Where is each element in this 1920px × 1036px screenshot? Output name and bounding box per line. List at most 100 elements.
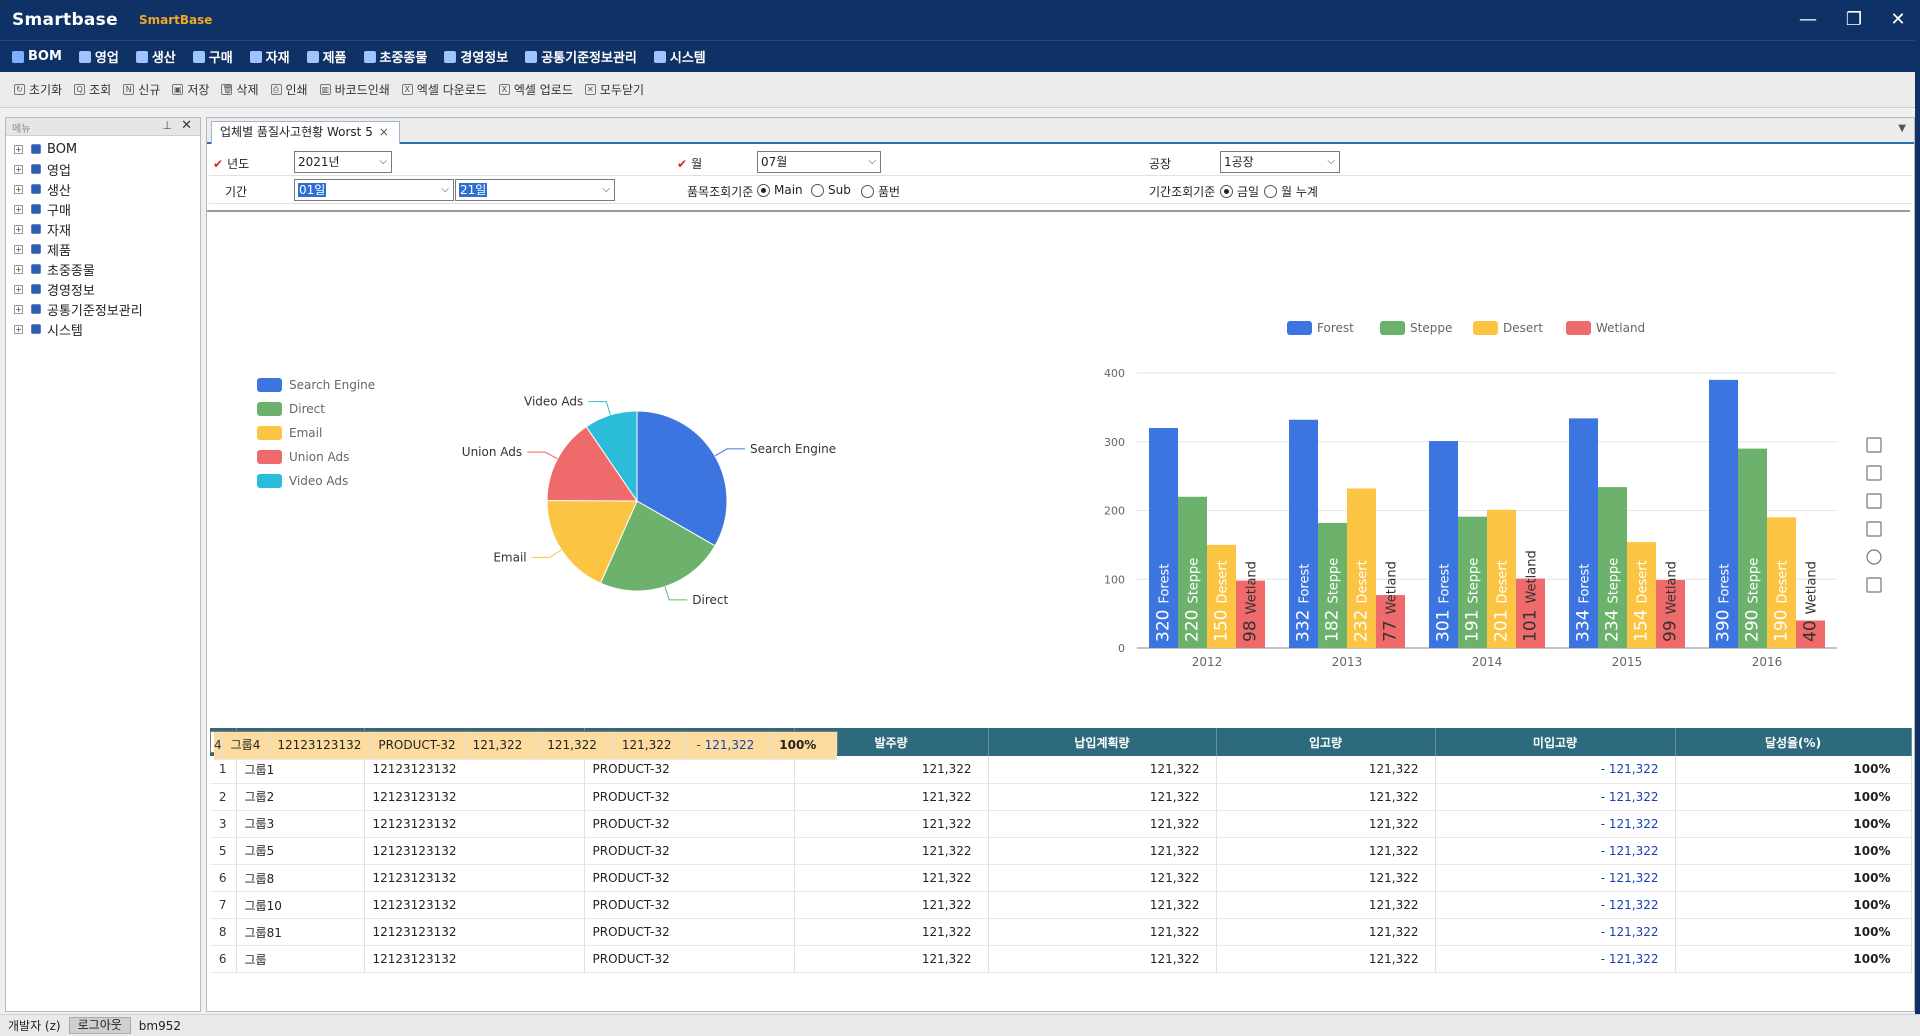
expand-icon[interactable]: +: [14, 324, 23, 334]
tab-quality-worst5[interactable]: 업체별 품질사고현황 Worst 5 ×: [211, 121, 400, 144]
pie-slice[interactable]: [636, 410, 728, 547]
tree-item[interactable]: + 공통기준정보관리: [6, 299, 200, 319]
tab-close-icon[interactable]: ×: [378, 125, 389, 139]
radio-circle[interactable]: [1264, 185, 1277, 198]
save-button[interactable]: ▣ 저장: [172, 81, 209, 98]
pie-slice[interactable]: [599, 500, 716, 592]
year-select[interactable]: 2021년 ⌵: [294, 151, 392, 173]
close-window-button[interactable]: ✕: [1890, 9, 1906, 30]
menu-pie[interactable]: 초중종물: [363, 47, 427, 66]
tree-item[interactable]: + 초중종물: [6, 259, 200, 279]
tab-list-dropdown-icon[interactable]: ▼: [1898, 123, 1906, 134]
table-row[interactable]: 7 그룹10 12123123132 PRODUCT-32 121,322 121,322…: [210, 891, 1912, 919]
bar[interactable]: [1149, 428, 1178, 648]
excel-download-button[interactable]: X 엑셀 다운로드: [401, 81, 487, 98]
table-row[interactable]: 4 그룹4 12123123132 PRODUCT-32 121,322 121,322 1…: [210, 731, 839, 760]
radio-circle[interactable]: [811, 183, 824, 197]
expand-icon[interactable]: +: [14, 284, 23, 294]
barcode-button[interactable]: ▥ 바코드인쇄: [319, 81, 390, 98]
search-button[interactable]: Q 조회: [74, 81, 111, 98]
excel-upload-button[interactable]: X 엑셀 업로드: [498, 81, 573, 98]
table-row[interactable]: 3 그룹3 12123123132 PRODUCT-32 121,322 121,322 1…: [210, 810, 1912, 838]
menu-calendar[interactable]: 경영정보: [444, 47, 508, 66]
tree-item[interactable]: + 제품: [6, 239, 200, 259]
menu-bom[interactable]: BOM: [12, 49, 62, 64]
legend-label[interactable]: Wetland: [1596, 321, 1645, 335]
bar[interactable]: [1738, 448, 1767, 648]
column-header[interactable]: 입고량: [1216, 728, 1436, 756]
tree-item[interactable]: + 생산: [6, 179, 200, 199]
expand-icon[interactable]: +: [14, 224, 23, 234]
legend-swatch[interactable]: [1287, 321, 1312, 335]
tree-item[interactable]: + 자재: [6, 219, 200, 239]
expand-icon[interactable]: +: [14, 204, 23, 214]
period-basis-radio[interactable]: 금일: [1220, 183, 1259, 200]
radio-circle[interactable]: [861, 185, 874, 198]
bar-chart-icon[interactable]: [1866, 493, 1882, 509]
legend-label[interactable]: Forest: [1317, 321, 1354, 335]
column-header[interactable]: 미입고량: [1435, 728, 1676, 756]
restore-icon[interactable]: [1866, 549, 1882, 565]
tree-item[interactable]: + 시스템: [6, 319, 200, 339]
legend-swatch[interactable]: [257, 378, 282, 392]
radio-circle[interactable]: [757, 183, 770, 197]
menu-monitor[interactable]: 시스템: [653, 47, 706, 66]
print-button[interactable]: ⎙ 인쇄: [270, 81, 308, 98]
radio-circle[interactable]: [1220, 185, 1233, 198]
maximize-button[interactable]: ❐: [1845, 9, 1863, 30]
bar[interactable]: [1347, 488, 1376, 649]
bar[interactable]: [1318, 522, 1347, 648]
tree-item[interactable]: + 경영정보: [6, 279, 200, 299]
legend-swatch[interactable]: [257, 474, 282, 488]
minimize-button[interactable]: —: [1799, 9, 1817, 30]
item-basis-radio[interactable]: Main: [757, 183, 803, 197]
pin-icon[interactable]: ⊥: [162, 119, 172, 132]
tree-item[interactable]: + 구매: [6, 199, 200, 219]
expand-icon[interactable]: +: [14, 264, 23, 274]
bar[interactable]: [1289, 419, 1318, 648]
menu-document[interactable]: 자재: [249, 47, 290, 66]
table-row[interactable]: 5 그룹5 12123123132 PRODUCT-32 121,322 121,322 1…: [210, 837, 1912, 865]
table-row[interactable]: 6 그룹 12123123132 PRODUCT-32 121,322 121,322 12…: [210, 945, 1912, 973]
legend-swatch[interactable]: [257, 402, 282, 416]
bar[interactable]: [1207, 544, 1236, 648]
item-basis-radio[interactable]: Sub: [811, 183, 851, 197]
bar[interactable]: [1627, 542, 1656, 648]
legend-swatch[interactable]: [1473, 321, 1498, 335]
bar[interactable]: [1516, 578, 1545, 648]
column-header[interactable]: 납입계획량: [988, 728, 1217, 756]
close-all-button[interactable]: ✕ 모두닫기: [584, 81, 644, 98]
legend-swatch[interactable]: [257, 426, 282, 440]
table-row[interactable]: 1 그룹1 12123123132 PRODUCT-32 121,322 121,322 1…: [210, 756, 1912, 784]
table-row[interactable]: 2 그룹2 12123123132 PRODUCT-32 121,322 121,322 1…: [210, 783, 1912, 811]
delete-button[interactable]: 🗑 삭제: [221, 81, 259, 98]
pie-slice[interactable]: [585, 410, 638, 503]
menu-org[interactable]: 공통기준정보관리: [525, 47, 637, 66]
legend-label[interactable]: Steppe: [1410, 321, 1452, 335]
legend-label[interactable]: Search Engine: [289, 378, 375, 392]
bar[interactable]: [1569, 418, 1598, 648]
legend-label[interactable]: Union Ads: [289, 450, 349, 464]
bar[interactable]: [1458, 516, 1487, 648]
bar[interactable]: [1236, 580, 1265, 648]
bar[interactable]: [1796, 620, 1825, 649]
menu-box[interactable]: 제품: [306, 47, 347, 66]
legend-label[interactable]: Desert: [1503, 321, 1543, 335]
bar[interactable]: [1376, 595, 1405, 648]
tree-item[interactable]: + 영업: [6, 159, 200, 179]
refresh-button[interactable]: ↻ 초기화: [14, 81, 62, 98]
bar[interactable]: [1709, 379, 1738, 648]
legend-swatch[interactable]: [1566, 321, 1591, 335]
sidebar-close-icon[interactable]: ✕: [181, 118, 192, 133]
expand-icon[interactable]: +: [14, 184, 23, 194]
menu-production-chart[interactable]: 생산: [135, 47, 176, 66]
item-basis-radio[interactable]: 품번: [861, 183, 900, 200]
bar[interactable]: [1767, 517, 1796, 648]
menu-people[interactable]: 영업: [78, 47, 119, 66]
save-image-icon[interactable]: [1866, 577, 1882, 593]
legend-swatch[interactable]: [1380, 321, 1405, 335]
bar[interactable]: [1656, 579, 1685, 648]
new-button[interactable]: N 신규: [123, 81, 160, 98]
month-select[interactable]: 07월 ⌵: [757, 151, 881, 173]
bar[interactable]: [1598, 487, 1627, 648]
